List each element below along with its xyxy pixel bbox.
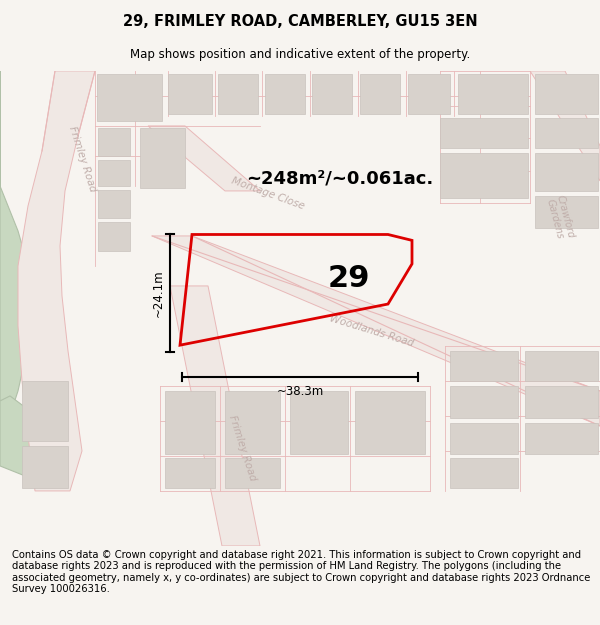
Polygon shape — [355, 391, 425, 454]
Text: Woodlands Road: Woodlands Road — [329, 313, 415, 348]
Polygon shape — [148, 126, 260, 191]
Polygon shape — [0, 71, 32, 446]
Polygon shape — [98, 128, 130, 156]
Polygon shape — [0, 396, 35, 476]
Polygon shape — [98, 222, 130, 251]
Text: Contains OS data © Crown copyright and database right 2021. This information is : Contains OS data © Crown copyright and d… — [12, 549, 590, 594]
Polygon shape — [535, 118, 598, 148]
Polygon shape — [312, 74, 352, 114]
Polygon shape — [97, 74, 162, 121]
Polygon shape — [152, 236, 600, 426]
Polygon shape — [408, 74, 450, 114]
Polygon shape — [530, 71, 600, 181]
Polygon shape — [290, 391, 348, 454]
Polygon shape — [440, 153, 528, 198]
Polygon shape — [218, 74, 258, 114]
Text: ~248m²/~0.061ac.: ~248m²/~0.061ac. — [247, 169, 434, 187]
Text: 29, FRIMLEY ROAD, CAMBERLEY, GU15 3EN: 29, FRIMLEY ROAD, CAMBERLEY, GU15 3EN — [122, 14, 478, 29]
Polygon shape — [98, 160, 130, 186]
Text: ~38.3m: ~38.3m — [277, 386, 323, 399]
Text: ~24.1m: ~24.1m — [152, 269, 165, 317]
Polygon shape — [450, 423, 518, 454]
Polygon shape — [360, 74, 400, 114]
Polygon shape — [22, 381, 68, 441]
Polygon shape — [525, 351, 598, 381]
Polygon shape — [165, 458, 215, 488]
Polygon shape — [22, 446, 68, 488]
Polygon shape — [440, 118, 528, 148]
Polygon shape — [450, 458, 518, 488]
Text: Map shows position and indicative extent of the property.: Map shows position and indicative extent… — [130, 48, 470, 61]
Polygon shape — [170, 286, 260, 546]
Polygon shape — [525, 386, 598, 418]
Polygon shape — [225, 391, 280, 454]
Polygon shape — [225, 458, 280, 488]
Polygon shape — [535, 196, 598, 228]
Text: 29: 29 — [328, 264, 370, 293]
Text: Crawford
Gardens: Crawford Gardens — [544, 194, 576, 242]
Polygon shape — [165, 391, 215, 454]
Polygon shape — [458, 74, 528, 114]
Polygon shape — [98, 190, 130, 218]
Text: Montage Close: Montage Close — [230, 176, 306, 211]
Polygon shape — [18, 71, 95, 491]
Text: Frimley Road: Frimley Road — [227, 414, 257, 482]
Polygon shape — [450, 386, 518, 418]
Polygon shape — [265, 74, 305, 114]
Polygon shape — [535, 153, 598, 191]
Polygon shape — [525, 423, 598, 454]
Polygon shape — [535, 74, 598, 114]
Polygon shape — [450, 351, 518, 381]
Text: Frimley Road: Frimley Road — [67, 125, 97, 193]
Polygon shape — [140, 128, 185, 188]
Polygon shape — [168, 74, 212, 114]
